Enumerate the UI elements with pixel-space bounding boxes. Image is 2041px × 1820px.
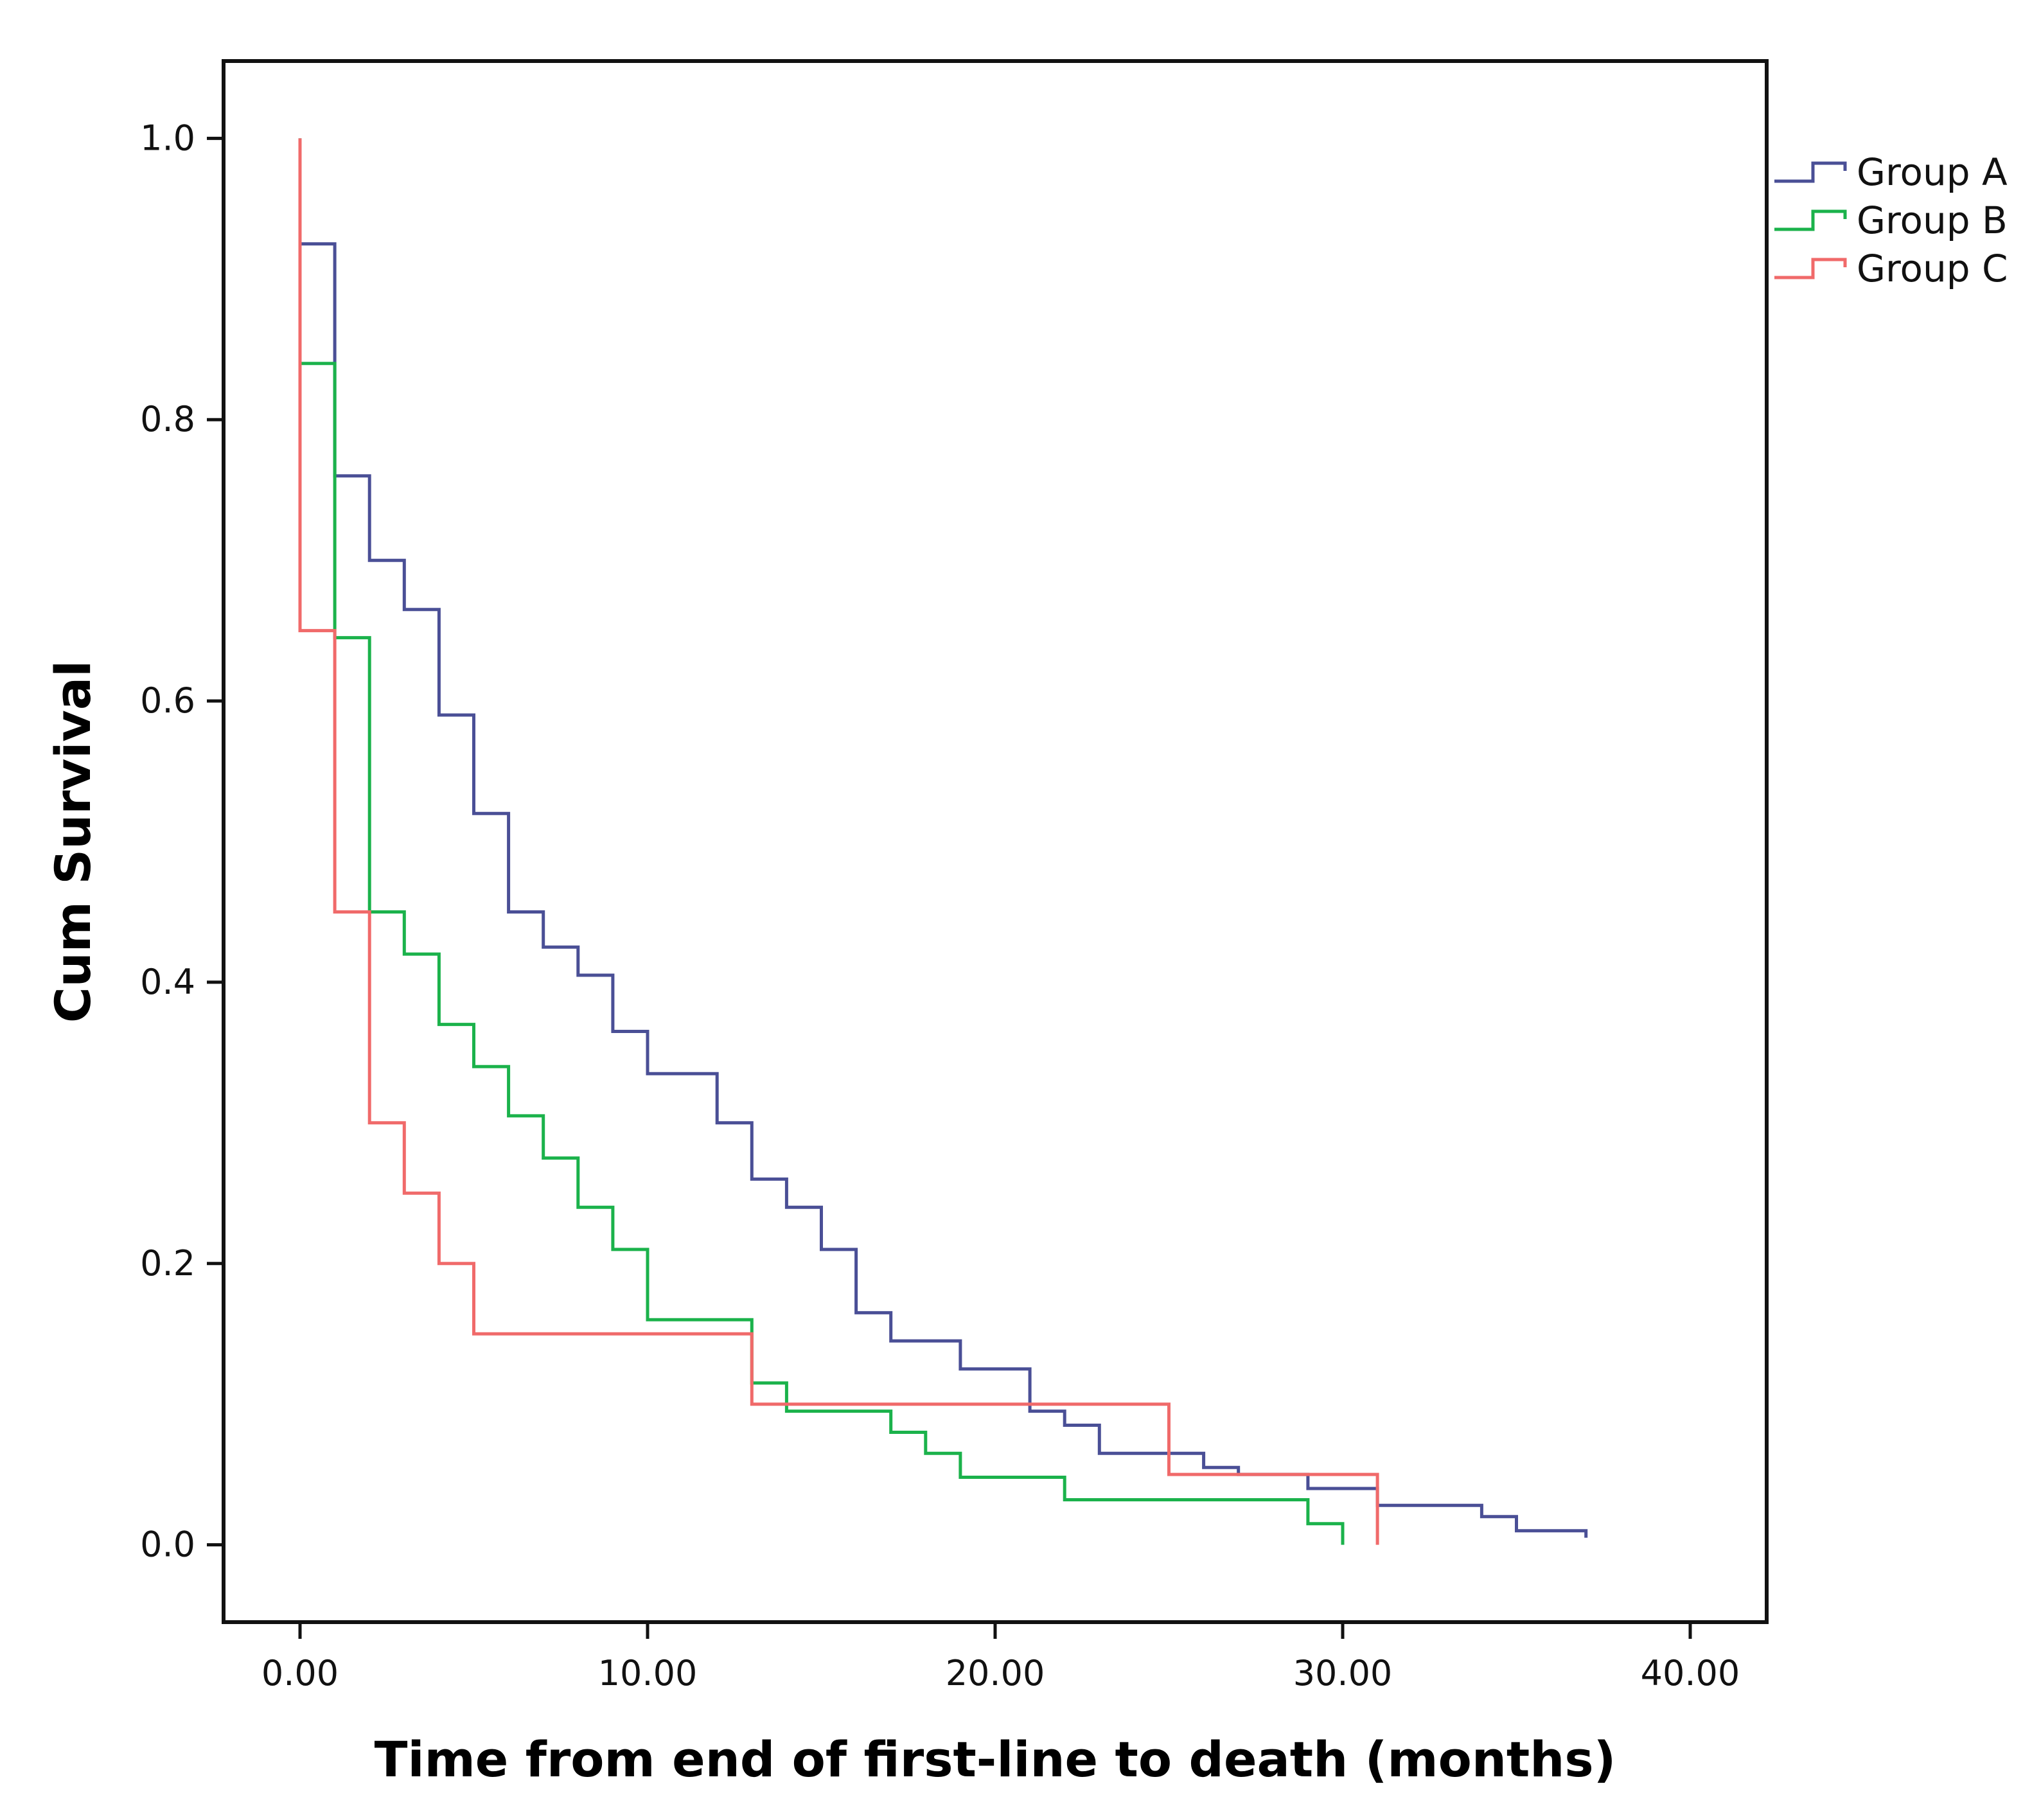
- legend: Group A Group B Group C: [1774, 150, 2008, 290]
- legend-swatch: [1774, 258, 1847, 279]
- x-axis: 0.00 10.00 20.00 30.00 40.00: [224, 1620, 1767, 1693]
- legend-swatch: [1774, 209, 1847, 231]
- legend-swatch: [1774, 161, 1847, 183]
- legend-label: Group B: [1857, 199, 2008, 242]
- y-tick-label: 1.0: [140, 118, 195, 158]
- x-tick-label: 0.00: [261, 1653, 339, 1693]
- series-line-group-a: [298, 138, 1588, 1538]
- series-line-group-c: [298, 138, 1379, 1545]
- x-tick-label: 20.00: [946, 1653, 1045, 1693]
- y-axis: 0.0 0.2 0.4 0.6 0.8 1.0: [140, 61, 225, 1622]
- x-tick-label: 40.00: [1641, 1653, 1740, 1693]
- x-axis-title: Time from end of first-line to death (mo…: [375, 1731, 1616, 1788]
- series-layer: [298, 138, 1588, 1545]
- y-axis-title: Cum Survival: [44, 660, 102, 1023]
- legend-label: Group A: [1857, 150, 2008, 194]
- y-tick-label: 0.6: [140, 680, 195, 721]
- y-tick-label: 0.0: [140, 1524, 195, 1565]
- y-tick-label: 0.2: [140, 1243, 195, 1284]
- x-tick-label: 30.00: [1293, 1653, 1393, 1693]
- legend-label: Group C: [1857, 247, 2008, 290]
- y-tick-label: 0.4: [140, 962, 195, 1002]
- y-tick-label: 0.8: [140, 399, 195, 439]
- x-tick-label: 10.00: [598, 1653, 698, 1693]
- plot-frame: [222, 59, 1769, 1624]
